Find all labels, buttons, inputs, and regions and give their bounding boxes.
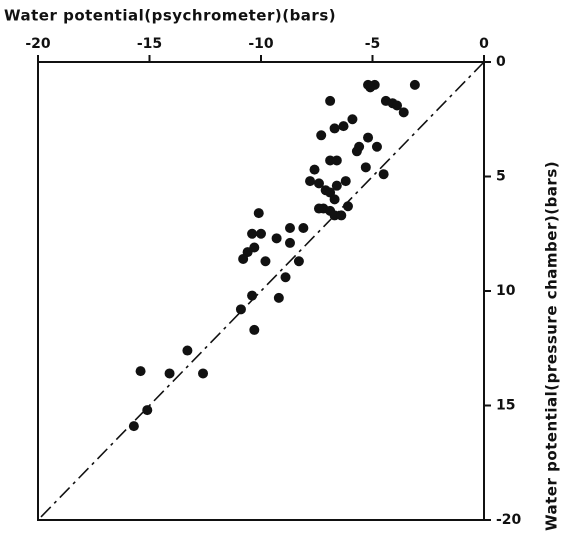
y-tick-label: 0: [496, 54, 506, 70]
data-point: [331, 155, 342, 166]
data-point: [305, 176, 316, 187]
x-tick-label: -15: [137, 36, 162, 52]
data-point: [256, 228, 266, 239]
data-point: [235, 304, 246, 315]
data-point: [313, 203, 324, 214]
data-point: [378, 169, 389, 180]
reference-line: [37, 61, 485, 521]
data-point: [313, 178, 324, 189]
data-point: [293, 256, 304, 267]
data-point: [249, 324, 260, 335]
y-tick-label: 10: [496, 283, 516, 299]
data-point: [298, 223, 309, 234]
data-point: [238, 253, 249, 264]
data-point: [363, 132, 374, 143]
data-point: [284, 237, 295, 248]
x-tick-label: -5: [365, 36, 381, 52]
data-point: [182, 345, 193, 356]
data-point: [309, 164, 320, 175]
data-point: [371, 141, 382, 152]
data-point: [342, 201, 353, 212]
data-point: [360, 162, 371, 173]
y-tick-label: -20: [496, 512, 522, 528]
data-point: [329, 123, 340, 134]
data-point: [329, 194, 340, 205]
data-point: [280, 272, 291, 283]
data-point: [253, 208, 264, 219]
data-point: [347, 114, 358, 125]
data-point: [392, 100, 403, 111]
data-point: [247, 228, 258, 239]
chart-title: Water potential(psychrometer)(bars): [4, 7, 336, 25]
data-point: [398, 107, 409, 118]
x-tick-label: 0: [479, 36, 489, 52]
y-tick-label: 15: [496, 398, 515, 414]
data-point: [365, 82, 376, 93]
data-point: [135, 366, 146, 377]
data-point: [409, 79, 420, 90]
data-point: [164, 368, 175, 379]
x-tick-label: -20: [25, 36, 51, 52]
data-point: [128, 421, 139, 432]
data-point: [284, 223, 295, 234]
data-point: [142, 405, 153, 416]
x-tick-label: -10: [248, 36, 274, 52]
data-point: [247, 290, 258, 301]
data-point: [351, 146, 362, 157]
data-point: [316, 130, 327, 141]
data-point: [336, 210, 347, 221]
y-tick-label: 5: [496, 169, 506, 185]
data-point: [331, 180, 342, 191]
data-point: [340, 176, 351, 187]
data-point: [271, 233, 282, 244]
data-point: [338, 121, 349, 132]
y-axis-label: Water potential(pressure chamber)(bars): [543, 161, 561, 531]
data-point: [198, 368, 209, 379]
data-point: [260, 256, 271, 267]
data-point: [325, 95, 336, 106]
data-point: [273, 292, 284, 303]
